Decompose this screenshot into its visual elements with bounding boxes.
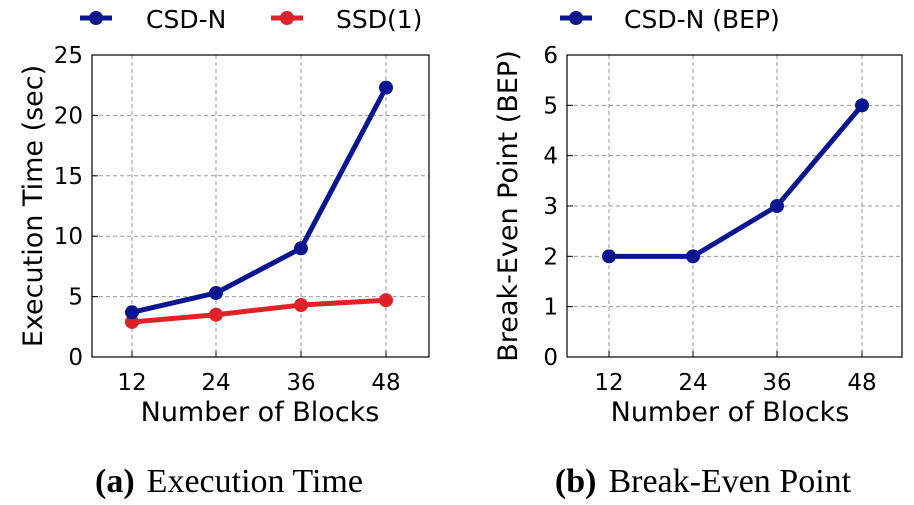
chart-b-y-axis-label: Break-Even Point (BEP) xyxy=(493,50,524,361)
series-line xyxy=(131,297,387,325)
x-tick-label: 36 xyxy=(762,370,791,396)
x-tick-label: 48 xyxy=(847,370,876,396)
chart-b-series xyxy=(602,98,869,264)
chart-a-y-axis-label: Execution Time (sec) xyxy=(18,65,49,347)
data-point xyxy=(379,293,393,308)
chart-a-plot-frame xyxy=(91,54,430,358)
legend-bep-label: CSD-N (BEP) xyxy=(624,5,780,34)
chart-a-caption-text: Execution Time xyxy=(147,463,363,500)
chart-b-grid xyxy=(567,55,902,357)
x-tick-label: 48 xyxy=(371,370,400,396)
y-tick-label: 5 xyxy=(68,285,83,311)
data-point xyxy=(855,98,869,113)
y-tick-label: 1 xyxy=(543,295,558,321)
chart-execution-time: 0 5 10 15 20 25 12 24 36 48 CSD-N SSD(1) Number … xyxy=(18,5,430,500)
y-tick-label: 20 xyxy=(54,103,83,129)
legend-ssd-label: SSD(1) xyxy=(336,5,422,34)
chart-a-legend: CSD-N SSD(1) xyxy=(80,5,422,34)
legend-bep-marker xyxy=(569,11,583,25)
y-tick-label: 2 xyxy=(543,244,558,270)
legend-ssd-marker xyxy=(280,11,294,25)
chart-b-y-ticks: 0 1 2 3 4 5 6 xyxy=(543,43,573,371)
series-line xyxy=(609,103,864,259)
y-tick-label: 0 xyxy=(543,345,558,371)
chart-a-x-ticks: 12 24 36 48 xyxy=(117,351,401,396)
chart-a-caption: (a) Execution Time xyxy=(95,463,363,500)
data-point xyxy=(209,285,223,300)
data-point xyxy=(294,241,308,256)
y-tick-label: 3 xyxy=(543,194,558,220)
data-point xyxy=(125,314,139,329)
chart-b-legend: CSD-N (BEP) xyxy=(560,5,780,34)
data-point xyxy=(686,249,700,264)
legend-csd-n-marker xyxy=(89,11,103,25)
chart-a-x-axis-label: Number of Blocks xyxy=(141,397,380,428)
x-tick-label: 12 xyxy=(594,370,623,396)
y-tick-label: 25 xyxy=(54,43,83,69)
legend-csd-n-label: CSD-N xyxy=(146,5,226,34)
y-tick-label: 15 xyxy=(54,164,83,190)
y-tick-label: 10 xyxy=(54,224,83,250)
x-tick-label: 24 xyxy=(678,370,707,396)
chart-a-caption-letter: (a) xyxy=(95,463,135,500)
data-point xyxy=(602,249,616,264)
chart-b-caption-letter: (b) xyxy=(555,463,597,500)
data-point xyxy=(209,307,223,322)
chart-b-x-ticks: 12 24 36 48 xyxy=(594,351,877,396)
x-tick-label: 24 xyxy=(201,370,230,396)
y-tick-label: 0 xyxy=(68,345,83,371)
chart-a-y-ticks: 0 5 10 15 20 25 xyxy=(54,43,98,371)
y-tick-label: 4 xyxy=(543,144,558,170)
chart-a-grid xyxy=(92,55,429,357)
x-tick-label: 12 xyxy=(117,370,146,396)
y-tick-label: 6 xyxy=(543,43,558,69)
data-point xyxy=(125,305,139,320)
chart-b-caption: (b) Break-Even Point xyxy=(555,463,852,500)
x-tick-label: 36 xyxy=(286,370,315,396)
data-point xyxy=(770,199,784,213)
chart-a-series xyxy=(125,80,393,329)
chart-b-x-axis-label: Number of Blocks xyxy=(611,397,850,428)
data-point xyxy=(294,298,308,313)
data-point xyxy=(379,80,393,95)
y-tick-label: 5 xyxy=(543,93,558,119)
series-line xyxy=(131,86,389,315)
chart-b-caption-text: Break-Even Point xyxy=(608,463,851,500)
